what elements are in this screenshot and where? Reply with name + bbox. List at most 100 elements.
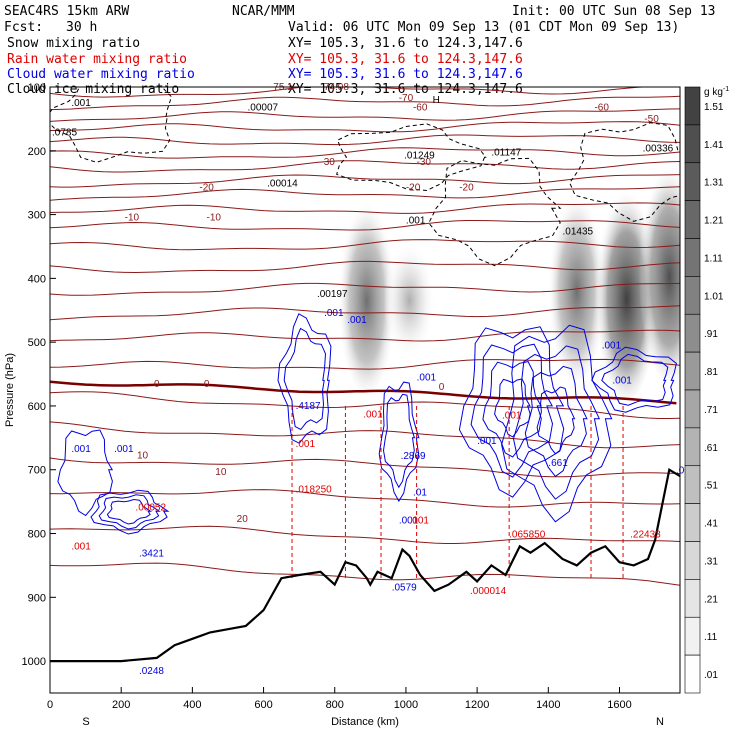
contour-annotation: .0579: [392, 582, 417, 593]
colorbar-swatch: [684, 200, 701, 239]
isotherm-label: -75.1: [270, 82, 293, 93]
contour-annotation: .018250: [296, 485, 333, 496]
colorbar-swatch: [684, 465, 701, 504]
colorbar-swatch: [684, 351, 701, 391]
cloud-contour: [50, 87, 173, 163]
colorbar-swatch: [684, 124, 701, 164]
x-tick-label: 1600: [607, 699, 631, 711]
contour-annotation: .001: [406, 216, 426, 227]
contour-annotation: .065850: [509, 529, 546, 540]
y-tick-label: 200: [28, 146, 46, 158]
cloud-contour: [277, 313, 332, 444]
contour-annotation: .001: [71, 541, 91, 552]
colorbar-label: .81: [704, 367, 718, 378]
contour-annotation: .001: [71, 444, 91, 455]
x-tick-label: 400: [183, 699, 201, 711]
colorbar-label: .31: [704, 556, 718, 567]
isotherm-line: [50, 562, 680, 586]
isotherm-label: 10: [137, 450, 149, 461]
isotherm-label: -60: [413, 103, 428, 114]
cloud-contour: [569, 122, 680, 222]
cloud-contour: [428, 157, 562, 267]
isotherm-line: [50, 220, 680, 231]
model-title: SEAC4RS 15km ARW: [4, 4, 129, 19]
isotherm-line: [50, 186, 680, 201]
freezing-level-line: [50, 380, 677, 405]
field-xy: XY= 105.3, 31.6 to 124.3,147.6: [288, 52, 523, 67]
isotherm-line: [50, 421, 680, 449]
y-tick-label: 500: [28, 337, 46, 349]
colorbar-label: 1.01: [704, 291, 724, 302]
colorbar-label: 1.21: [704, 216, 724, 227]
cloud-contour: [106, 498, 153, 525]
forecast-label: Fcst:: [4, 20, 43, 35]
cloud-contour: [591, 346, 677, 413]
contour-annotation: .22433: [630, 529, 661, 540]
x-tick-label: 800: [326, 699, 344, 711]
valid-time: Valid: 06 UTC Mon 09 Sep 13 (01 CDT Mon …: [288, 20, 679, 35]
colorbar-swatch: [684, 654, 701, 694]
contour-annotation: .01147: [491, 147, 521, 158]
contour-annotation: .001: [114, 444, 134, 455]
isotherm-label: -10: [125, 212, 140, 223]
colorbar-label: .21: [704, 594, 718, 605]
colorbar-label: .01: [704, 670, 718, 681]
isotherm-label: 0: [439, 382, 445, 393]
contour-annotation: .01249: [404, 150, 435, 161]
center-title: NCAR/MMM: [232, 4, 295, 19]
contour-annotation: .000014: [470, 586, 507, 597]
contour-annotation: .001: [477, 436, 497, 447]
y-tick-label: 800: [28, 529, 46, 541]
isotherm-line: [50, 282, 680, 296]
cloud-contour: [601, 353, 669, 406]
isotherm-line: [50, 391, 680, 419]
contour-annotation: .001: [324, 308, 344, 319]
colorbar-swatch: [684, 616, 701, 656]
colorbar-swatch: [684, 503, 701, 542]
forecast-hours: 30 h: [66, 20, 97, 35]
isotherm-line: [50, 239, 680, 251]
colorbar-unit: g kg-1: [704, 86, 729, 98]
field-xy: XY= 105.3, 31.6 to 124.3,147.6: [288, 82, 523, 97]
cloud-contour: [382, 393, 416, 489]
x-tick-label: 1400: [536, 699, 560, 711]
colorbar-swatch: [684, 541, 701, 580]
field-name: Rain water mixing ratio: [7, 52, 187, 67]
isotherm-label: 20: [237, 514, 249, 525]
colorbar-label: .41: [704, 519, 718, 530]
isotherm-contours: [50, 87, 680, 586]
isotherm-label: -20: [199, 182, 214, 193]
north-label: N: [656, 716, 664, 728]
y-axis-label: Pressure (hPa): [4, 353, 16, 427]
field-xy: XY= 105.3, 31.6 to 124.3,147.6: [288, 36, 523, 51]
snow-column: [547, 182, 606, 381]
isotherm-line: [50, 358, 680, 370]
init-time: Init: 00 UTC Sun 08 Sep 13: [512, 4, 716, 19]
colorbar-label: 1.31: [704, 178, 724, 189]
y-tick-label: 400: [28, 273, 46, 285]
cloud-contour: [378, 381, 420, 503]
cloud-contour: [501, 324, 613, 523]
x-tick-label: 1000: [394, 699, 418, 711]
colorbar-label: .11: [704, 632, 718, 643]
colorbar-swatch: [684, 427, 701, 467]
contour-annotation: .001: [296, 439, 316, 450]
colorbar-swatch: [684, 238, 701, 277]
colorbar-label: .91: [704, 329, 718, 340]
x-tick-label: 600: [254, 699, 272, 711]
contour-annotation: .01: [413, 487, 427, 498]
isotherm-label: -20: [459, 182, 474, 193]
isotherm-label: -70: [399, 93, 414, 104]
isotherm-line: [50, 260, 680, 274]
isotherm-label: -30: [320, 157, 335, 168]
colorbar-label: 1.51: [704, 102, 724, 113]
cloud-contours: [50, 87, 680, 579]
y-tick-label: 700: [28, 465, 46, 477]
field-xy: XY= 105.3, 31.6 to 124.3,147.6: [288, 67, 523, 82]
colorbar-label: 1.41: [704, 140, 724, 151]
y-tick-label: 600: [28, 401, 46, 413]
colorbar-swatch: [684, 579, 701, 618]
snow-column: [337, 189, 396, 394]
snow-column: [383, 233, 436, 355]
colorbar-swatch: [684, 389, 701, 429]
